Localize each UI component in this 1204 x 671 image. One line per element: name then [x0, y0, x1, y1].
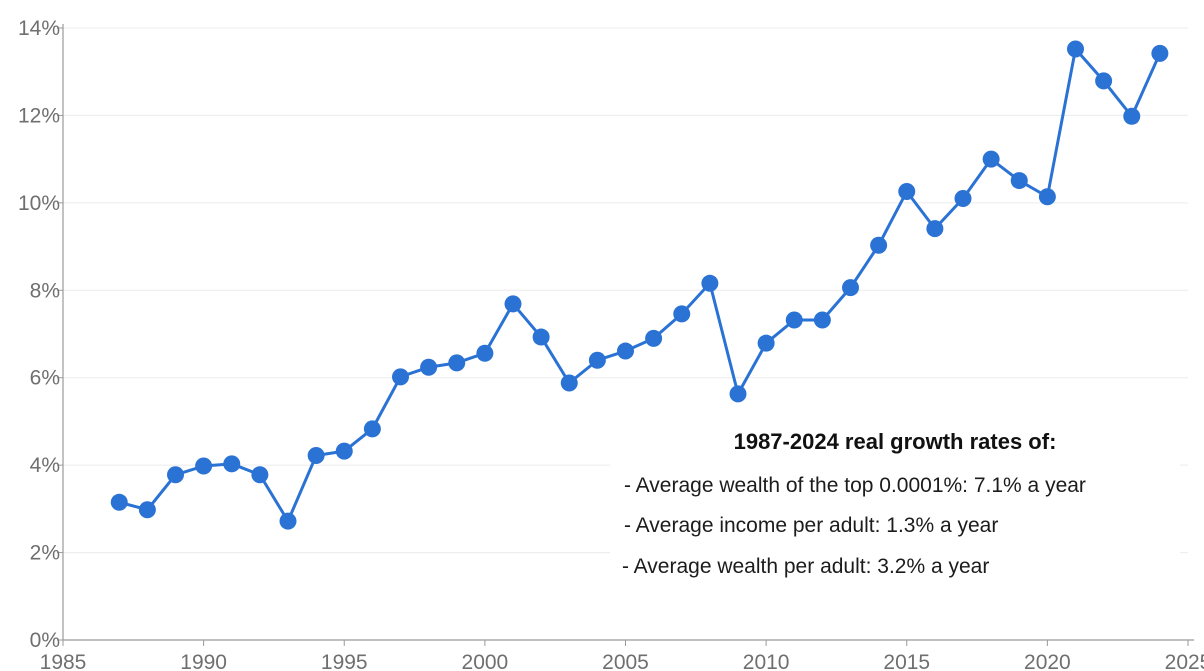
data-point — [223, 455, 241, 473]
data-point — [842, 279, 859, 297]
x-tick-label: 2000 — [462, 651, 509, 671]
x-tick-label: 1995 — [321, 651, 368, 671]
data-point — [701, 274, 719, 292]
data-point — [138, 501, 156, 519]
data-point — [1151, 44, 1169, 62]
x-tick-label: 2025 — [1165, 651, 1204, 671]
annotation-line-top-wealth: - Average wealth of the top 0.0001%: 7.1… — [624, 474, 1086, 497]
data-point — [110, 493, 128, 511]
data-point — [448, 354, 466, 372]
data-point — [1123, 107, 1141, 125]
x-tick-label: 2010 — [743, 651, 790, 671]
annotation-line-wealth: - Average wealth per adult: 3.2% a year — [622, 555, 990, 578]
annotation-title: 1987-2024 real growth rates of: — [733, 429, 1057, 454]
data-point — [1010, 172, 1028, 190]
x-axis-ticks: 1985 1990 1995 2000 2005 2010 2015 2020 2025 — [40, 640, 1204, 671]
y-tick-label: 2% — [30, 542, 60, 565]
data-point — [1038, 188, 1056, 206]
annotation-line-income: - Average income per adult: 1.3% a year — [624, 514, 999, 537]
y-tick-label: 4% — [30, 454, 60, 477]
x-tick-label: 2005 — [602, 651, 649, 671]
data-point — [1067, 40, 1084, 58]
data-point — [588, 351, 606, 369]
x-tick-label: 1985 — [40, 651, 87, 671]
data-point — [898, 182, 916, 200]
data-point — [363, 420, 381, 438]
x-tick-label: 2020 — [1024, 651, 1071, 671]
gridlines — [63, 27, 1188, 554]
y-tick-label: 0% — [30, 629, 60, 652]
y-tick-label: 14% — [18, 17, 60, 40]
x-tick-label: 1990 — [180, 651, 227, 671]
data-point — [1095, 72, 1113, 90]
data-point — [335, 442, 353, 460]
x-tick-label: 2015 — [883, 651, 930, 671]
data-point — [279, 512, 297, 530]
y-tick-label: 10% — [18, 192, 60, 215]
data-point — [785, 311, 803, 329]
data-point — [476, 344, 494, 362]
data-point — [757, 334, 775, 352]
data-point — [926, 220, 944, 238]
data-point — [532, 328, 550, 346]
data-point — [251, 466, 269, 484]
data-point — [673, 305, 691, 323]
y-tick-label: 6% — [30, 367, 60, 390]
y-axis-ticks: 0% 2% 4% 6% 8% 10% 12% 14% — [18, 17, 63, 652]
data-point — [982, 150, 1000, 168]
data-point — [954, 189, 972, 207]
data-point — [420, 358, 438, 376]
data-point — [504, 295, 522, 313]
data-point — [617, 342, 634, 360]
data-point — [870, 236, 888, 254]
data-point — [167, 466, 184, 484]
y-tick-label: 8% — [30, 279, 60, 302]
data-point — [729, 385, 747, 403]
series-group — [110, 40, 1169, 530]
data-point — [645, 329, 663, 347]
data-point — [392, 368, 409, 386]
y-tick-label: 12% — [18, 104, 60, 127]
data-point — [813, 311, 831, 329]
axes — [62, 24, 1194, 641]
data-point — [560, 374, 578, 392]
data-point — [307, 447, 325, 465]
data-point — [195, 457, 213, 475]
annotation-box: 1987-2024 real growth rates of: - Averag… — [610, 421, 1180, 591]
